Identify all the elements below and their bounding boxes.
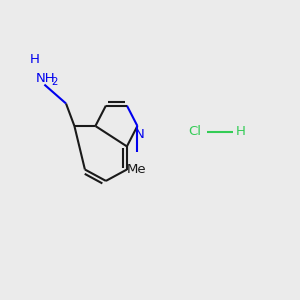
Text: H: H bbox=[236, 125, 245, 139]
Text: Cl: Cl bbox=[188, 125, 201, 139]
Text: N: N bbox=[135, 128, 144, 141]
Text: Me: Me bbox=[127, 163, 146, 176]
Text: H: H bbox=[30, 53, 39, 66]
Text: 2: 2 bbox=[51, 77, 57, 87]
Text: NH: NH bbox=[36, 71, 56, 85]
